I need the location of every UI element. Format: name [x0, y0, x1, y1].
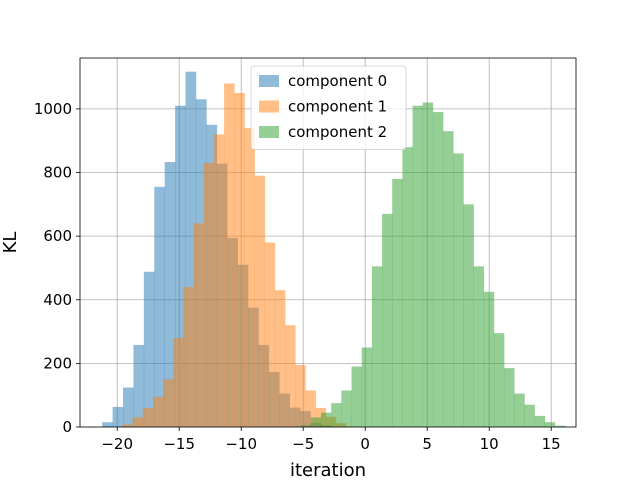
histogram-bar — [185, 71, 197, 427]
histogram-bar — [514, 393, 525, 427]
legend-swatch — [259, 100, 279, 113]
histogram-bar — [524, 404, 535, 427]
y-tick-label: 200 — [43, 354, 72, 372]
histogram-bar — [122, 424, 133, 427]
histogram-bar — [453, 153, 464, 427]
histogram-bar — [123, 387, 134, 427]
histogram-bar — [351, 366, 363, 427]
histogram-bar — [213, 134, 225, 427]
histogram-bar — [193, 223, 205, 427]
histogram-bar — [392, 178, 403, 427]
histogram-bar — [544, 422, 556, 427]
histogram-bar — [175, 105, 186, 427]
x-axis-label: iteration — [290, 460, 366, 480]
legend-label: component 2 — [288, 123, 387, 141]
histogram-bar — [203, 162, 215, 428]
axes-frame — [79, 57, 577, 428]
histogram-bar — [341, 390, 352, 427]
histogram-bar — [371, 266, 383, 427]
x-tick-label: 0 — [360, 435, 370, 453]
histogram-bar — [443, 131, 454, 427]
y-tick-label: 800 — [43, 164, 72, 182]
legend-swatch — [259, 75, 279, 87]
legend-swatch — [259, 126, 279, 138]
histogram-bar — [300, 425, 312, 427]
x-tick-label: −10 — [225, 435, 257, 453]
histogram-bar — [244, 127, 255, 427]
histogram-bar — [483, 291, 495, 427]
histogram-bar — [493, 333, 505, 427]
histogram-bars — [102, 71, 566, 428]
legend-box — [250, 65, 407, 150]
histogram-bar — [154, 186, 165, 427]
histogram-bar — [295, 364, 306, 427]
histogram-bar — [331, 403, 342, 427]
histogram-bar — [463, 204, 474, 427]
x-tick-label: −20 — [101, 435, 133, 453]
histogram-bar — [534, 415, 546, 427]
histogram-bar — [224, 83, 235, 427]
histogram-bar — [254, 175, 266, 427]
histogram-bar — [102, 422, 113, 427]
histogram-bar — [504, 368, 515, 427]
histogram-bar — [422, 102, 434, 427]
histogram-bar — [173, 337, 184, 427]
histogram-bar — [143, 271, 155, 427]
histogram-bar — [412, 105, 424, 427]
histogram-bar — [432, 112, 444, 428]
y-tick-label: 400 — [43, 291, 72, 309]
histogram-bar — [310, 417, 322, 427]
histogram-bar — [264, 242, 276, 427]
histogram-bar — [112, 406, 124, 427]
histogram-bar — [473, 266, 485, 427]
histogram-bar — [133, 344, 145, 427]
x-tick-label: 10 — [480, 435, 499, 453]
y-tick-label: 0 — [62, 418, 72, 436]
histogram-bar — [361, 347, 373, 427]
legend-label: component 0 — [288, 72, 387, 90]
histogram-bar — [274, 290, 286, 427]
histogram-bar — [132, 417, 144, 427]
histogram-bar — [382, 213, 393, 427]
x-tick-label: 15 — [542, 435, 561, 453]
x-tick-label: −5 — [292, 435, 314, 453]
x-tick-label: −15 — [163, 435, 195, 453]
histogram-bar — [163, 379, 174, 427]
x-tick-label: 5 — [422, 435, 432, 453]
histogram-bar — [554, 425, 566, 427]
histogram-bar — [164, 162, 176, 427]
legend: component 0 component 1 component 2 — [250, 65, 407, 150]
axis-ticks: −20 −15 −10 −5 0 5 10 15 0 200 400 600 800 1000 — [34, 100, 561, 453]
histogram-bar — [305, 390, 316, 427]
legend-label: component 1 — [288, 98, 387, 116]
histogram-bar — [285, 325, 296, 427]
histogram-bar — [402, 147, 413, 427]
series-2-bars — [300, 102, 566, 428]
y-axis-label: KL — [0, 232, 21, 254]
histogram-bar — [234, 92, 245, 427]
histogram-bar — [321, 412, 332, 427]
histogram-bar — [183, 287, 194, 427]
y-tick-label: 1000 — [34, 100, 72, 118]
histogram-bar — [152, 396, 164, 427]
histogram-bar — [142, 407, 154, 427]
y-tick-label: 600 — [43, 227, 72, 245]
series-1-bars — [122, 83, 347, 428]
